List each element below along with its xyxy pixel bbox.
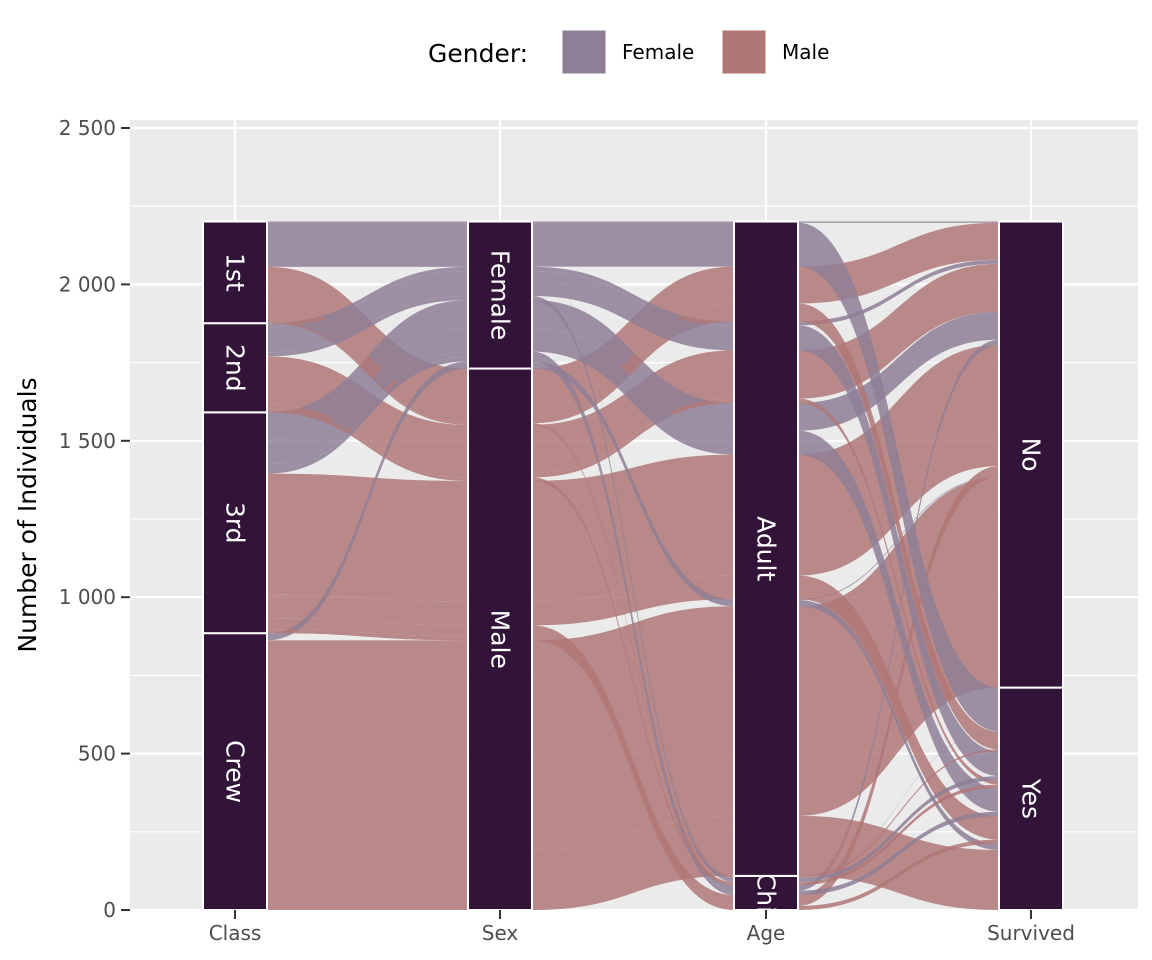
flow-child-no-male-8: [798, 466, 999, 906]
stratum-label-sex-male: Male: [486, 610, 515, 669]
x-tick-label-survived: Survived: [987, 921, 1075, 945]
flow-2nd-female-female-15: [267, 270, 468, 353]
stratum-class-3rd: [202, 411, 268, 635]
flow-female-adult-female-5: [532, 266, 734, 326]
flow-male-adult-male-12: [532, 575, 734, 626]
flow-male-child-male-20: [532, 636, 734, 910]
legend-key-female: [561, 29, 607, 75]
flow-crew-male-male-13: [267, 849, 468, 910]
flow-1st-female-female-4: [267, 221, 468, 223]
flow-1st-female-female-14: [267, 222, 468, 267]
flow-2nd-male-male-19: [267, 408, 468, 481]
flow-3rd-female-female-23: [267, 356, 468, 474]
stratum-sex-female: [467, 220, 533, 370]
flow-crew-female-female-17: [267, 362, 468, 641]
flow-male-child-male-19: [532, 477, 734, 886]
flow-3rd-male-male-2: [267, 473, 468, 602]
x-tick-label-class: Class: [209, 921, 262, 945]
flow-female-adult-female-17: [532, 362, 734, 607]
legend: Gender: Female Male: [428, 29, 829, 75]
flow-child-yes-female-22: [798, 776, 999, 882]
y-tick-label-1000: 1 000: [59, 585, 116, 609]
legend-label-female: Female: [622, 40, 694, 64]
flow-adult-no-female-6: [798, 311, 999, 431]
flow-adult-yes-male-10: [798, 303, 999, 750]
stratum-label-class-crew: Crew: [221, 740, 250, 803]
y-tick-label-500: 500: [78, 742, 116, 766]
flow-male-adult-male-2: [532, 454, 734, 602]
y-tick-label-1500: 1 500: [59, 429, 116, 453]
flow-2nd-female-female-22: [267, 295, 468, 357]
flow-3rd-female-female-16: [267, 327, 468, 464]
stratum-label-class-2nd: 2nd: [221, 344, 250, 392]
flow-male-adult-male-10: [532, 303, 734, 424]
x-tick-label-sex: Sex: [482, 921, 519, 945]
flow-male-adult-male-11: [532, 398, 734, 478]
flow-child-yes-female-21: [798, 731, 999, 877]
flows: [267, 221, 999, 910]
flow-adult-yes-female-14: [798, 222, 999, 732]
legend-title: Gender:: [428, 39, 528, 68]
flow-adult-no-female-5: [798, 259, 999, 326]
flow-adult-yes-male-12: [798, 575, 999, 840]
legend-key-male: [721, 29, 767, 75]
flow-female-child-female-22: [532, 295, 734, 882]
flow-1st-male-male-10: [267, 303, 468, 424]
flow-adult-no-male-3: [798, 478, 999, 816]
stratum-class-2nd: [202, 322, 268, 414]
flow-adult-yes-female-17: [798, 600, 999, 850]
y-tick-label-2500: 2 500: [59, 116, 116, 140]
flow-adult-yes-female-16: [798, 430, 999, 812]
flow-child-yes-male-18: [798, 749, 999, 878]
y-tick-label-2000: 2 000: [59, 272, 116, 296]
flow-2nd-male-male-11: [267, 404, 468, 478]
stratum-class-crew: [202, 632, 268, 911]
stratum-label-survived-yes: Yes: [1017, 778, 1046, 819]
flow-child-yes-male-19: [798, 784, 999, 886]
flow-female-adult-female-4: [532, 221, 734, 223]
flow-male-adult-male-1: [532, 350, 734, 474]
flow-3rd-male-male-12: [267, 594, 468, 626]
flow-adult-no-female-4: [798, 221, 999, 223]
stratum-label-age-child: Chi: [752, 873, 781, 913]
flow-crew-male-male-3: [267, 640, 468, 850]
flow-female-child-female-21: [532, 266, 734, 877]
flow-adult-yes-female-15: [798, 325, 999, 777]
flow-female-adult-female-14: [532, 222, 734, 267]
flow-adult-yes-male-11: [798, 398, 999, 785]
axes: 0 500 1 000 1 500 2 000 2 500 Class Sex Age Survi…: [59, 116, 1075, 945]
flow-adult-yes-male-13: [798, 815, 999, 910]
y-tick-label-0: 0: [103, 898, 116, 922]
y-axis-title: Number of Individuals: [13, 377, 42, 652]
flow-female-adult-female-15: [532, 270, 734, 351]
stratum-label-class-3rd: 3rd: [221, 502, 250, 544]
flow-male-adult-male-0: [532, 266, 734, 406]
stratum-label-age-adult: Adult: [752, 516, 781, 581]
strata: Crew 3rd 2nd 1st Male Female Chi Adult Yes No: [202, 220, 1064, 913]
stratum-label-survived-no: No: [1017, 438, 1046, 472]
flow-child-yes-female-23: [798, 811, 999, 895]
stratum-label-class-1st: 1st: [221, 253, 250, 292]
flow-male-child-male-18: [532, 423, 734, 878]
flow-3rd-male-male-8: [267, 618, 468, 637]
flow-crew-female-female-7: [267, 361, 468, 635]
flow-3rd-male-male-20: [267, 629, 468, 641]
flow-2nd-female-female-5: [267, 266, 468, 328]
flow-male-child-male-8: [532, 625, 734, 906]
stratum-class-1st: [202, 220, 268, 325]
flow-1st-male-male-18: [267, 321, 468, 425]
flow-3rd-female-female-9: [267, 351, 468, 470]
stratum-survived-no: [998, 220, 1064, 689]
legend-label-male: Male: [782, 40, 829, 64]
flow-female-adult-female-7: [532, 361, 734, 601]
flow-child-yes-male-20: [798, 839, 999, 910]
flow-female-child-female-9: [532, 351, 734, 891]
flow-female-child-female-23: [532, 356, 734, 895]
stratum-label-sex-female: Female: [486, 250, 515, 340]
stratum-age-adult: [733, 220, 799, 877]
x-tick-label-age: Age: [747, 921, 786, 945]
